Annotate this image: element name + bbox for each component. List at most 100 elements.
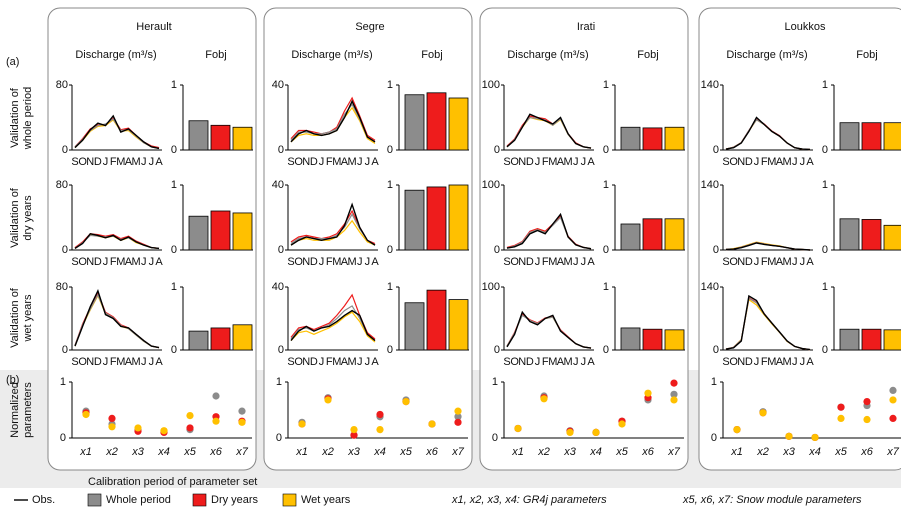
x-tick-label: x5 <box>183 446 197 458</box>
parameter-dot <box>670 390 678 398</box>
x-tick-label: A <box>806 156 814 168</box>
x-tick-label: M <box>548 156 557 168</box>
fobj-bar <box>620 126 641 151</box>
x-tick-label: J <box>357 156 363 168</box>
y-tick-label: 1 <box>603 79 609 91</box>
x-tick-label: x4 <box>808 446 821 458</box>
x-tick-label: J <box>103 356 109 368</box>
y-tick-label: 0 <box>278 244 284 256</box>
fobj-bar <box>839 218 860 251</box>
y-tick-label: 0 <box>494 244 500 256</box>
fobj-bar <box>188 120 209 151</box>
x-tick-label: x3 <box>131 446 145 458</box>
x-tick-label: M <box>132 256 141 268</box>
legend-label: Wet years <box>301 494 351 506</box>
y-tick-label: 1 <box>603 281 609 293</box>
basin-title: Irati <box>577 21 595 33</box>
x-tick-label: A <box>125 356 133 368</box>
fobj-bar <box>861 219 882 251</box>
discharge-line <box>74 114 160 150</box>
discharge-line <box>290 305 376 342</box>
x-tick-label: F <box>761 356 768 368</box>
y-tick-label: 0 <box>822 344 828 356</box>
y-tick-label: 1 <box>492 376 498 388</box>
column-header: Fobj <box>205 49 226 61</box>
x-tick-label: M <box>348 156 357 168</box>
parameter-dot <box>592 428 600 436</box>
y-tick-label: 1 <box>276 376 282 388</box>
x-tick-label: S <box>71 156 78 168</box>
row-label: dry years <box>22 195 34 241</box>
x-tick-label: A <box>371 356 379 368</box>
x-tick-label: J <box>792 356 798 368</box>
x-tick-label: J <box>319 256 325 268</box>
x-tick-label: J <box>365 256 371 268</box>
x-tick-label: J <box>103 156 109 168</box>
x-tick-label: x7 <box>451 446 465 458</box>
x-tick-label: M <box>564 356 573 368</box>
x-tick-label: x7 <box>667 446 681 458</box>
x-tick-label: D <box>310 356 318 368</box>
x-tick-label: J <box>754 256 760 268</box>
y-tick-label: 0 <box>387 144 393 156</box>
x-tick-label: x4 <box>373 446 386 458</box>
x-tick-label: N <box>737 256 745 268</box>
fobj-bar <box>426 289 447 351</box>
fobj-bar <box>188 330 209 351</box>
x-tick-label: D <box>94 156 102 168</box>
x-tick-label: J <box>149 356 155 368</box>
x-tick-label: N <box>86 356 94 368</box>
legend-label: Obs. <box>32 494 55 506</box>
fobj-bar <box>642 127 663 151</box>
y-tick-label: 1 <box>387 179 393 191</box>
y-tick-label: 0 <box>387 344 393 356</box>
x-tick-label: N <box>737 356 745 368</box>
x-tick-label: x2 <box>321 446 334 458</box>
fobj-bar <box>861 328 882 351</box>
y-tick-label: 1 <box>822 281 828 293</box>
x-tick-label: A <box>341 256 349 268</box>
parameter-dot <box>670 396 678 404</box>
y-tick-label: 1 <box>822 79 828 91</box>
fobj-bar <box>448 97 469 151</box>
discharge-line <box>725 294 811 351</box>
parameter-dot <box>186 412 194 420</box>
x-tick-label: M <box>132 356 141 368</box>
parameter-dot <box>350 431 358 439</box>
fobj-bar <box>210 327 231 351</box>
x-tick-label: x2 <box>756 446 769 458</box>
x-tick-label: S <box>503 356 510 368</box>
fobj-bar <box>642 328 663 351</box>
discharge-line <box>506 212 592 250</box>
x-tick-label: M <box>767 156 776 168</box>
x-tick-label: S <box>71 256 78 268</box>
x-tick-label: A <box>806 256 814 268</box>
x-tick-label: A <box>125 256 133 268</box>
column-header: Fobj <box>421 49 442 61</box>
y-tick-label: 0 <box>713 244 719 256</box>
x-tick-label: M <box>332 156 341 168</box>
y-tick-label: 0 <box>603 144 609 156</box>
y-tick-label: 0 <box>713 344 719 356</box>
x-tick-label: A <box>557 156 565 168</box>
x-tick-label: J <box>141 156 147 168</box>
x-tick-label: O <box>729 156 738 168</box>
x-tick-label: J <box>535 356 541 368</box>
x-tick-label: x5 <box>399 446 413 458</box>
x-tick-label: D <box>310 156 318 168</box>
column-header: Fobj <box>637 49 658 61</box>
y-tick-label: 1 <box>60 376 66 388</box>
x-tick-label: x2 <box>105 446 118 458</box>
x-tick-label: J <box>103 256 109 268</box>
x-tick-label: x3 <box>563 446 577 458</box>
x-tick-label: N <box>86 256 94 268</box>
y-tick-label: 0 <box>711 432 717 444</box>
y-tick-label: 0 <box>278 144 284 156</box>
x-tick-label: M <box>767 356 776 368</box>
column-header: Discharge (m³/s) <box>507 49 588 61</box>
parameter-dot <box>160 427 168 435</box>
x-tick-label: F <box>326 356 333 368</box>
y-tick-label: 80 <box>56 179 68 191</box>
x-tick-label: N <box>302 156 310 168</box>
